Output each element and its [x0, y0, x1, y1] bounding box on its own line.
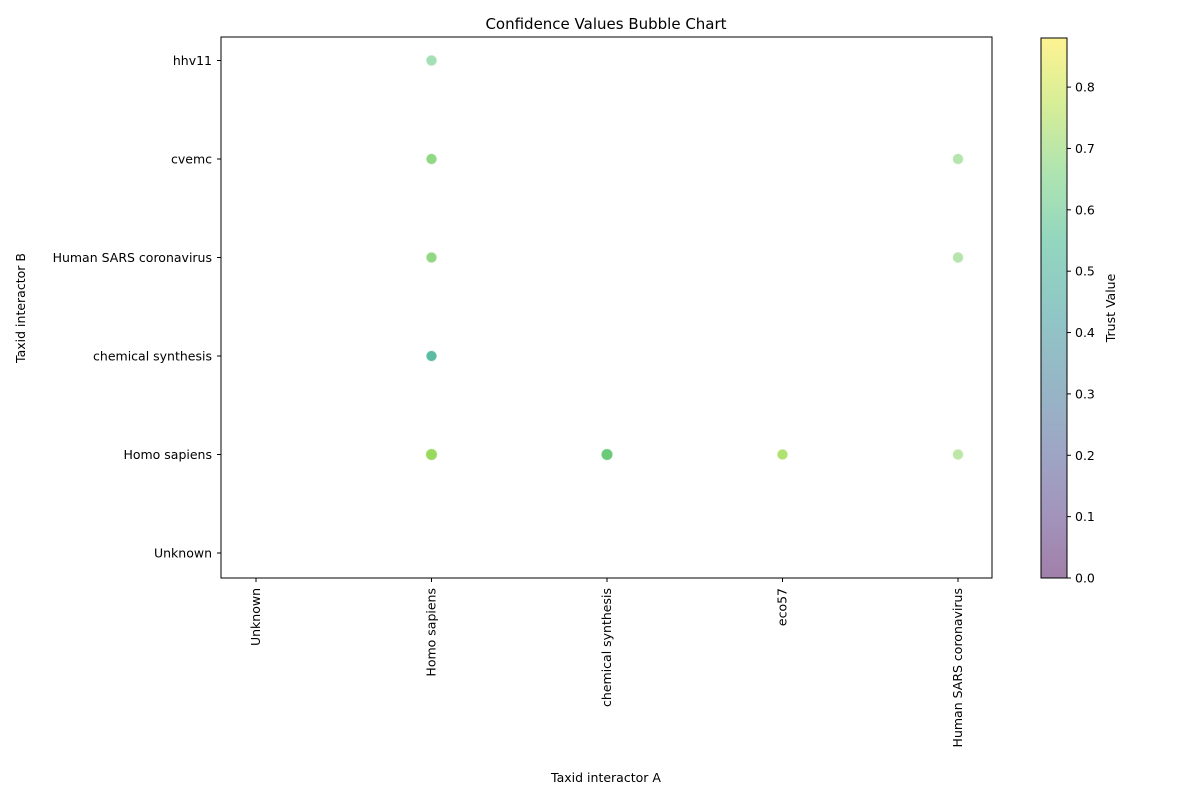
y-tick-label: cvemc: [171, 152, 212, 167]
colorbar: 0.0 0.1 0.2 0.3 0.4 0.5 0.6 0.7 0.8 Trust Value: [1040, 37, 1118, 586]
x-axis: Unknown Homo sapiens chemical synthesis eco…: [248, 578, 965, 747]
y-tick-label: Human SARS coronavirus: [53, 250, 212, 265]
colorbar-tick-label: 0.3: [1075, 386, 1095, 401]
y-tick-label: Homo sapiens: [123, 447, 212, 462]
data-point: [776, 448, 789, 461]
x-tick-label: Unknown: [248, 588, 263, 646]
x-tick-label: Human SARS coronavirus: [950, 588, 965, 747]
colorbar-tick-label: 0.7: [1075, 141, 1095, 156]
colorbar-tick-label: 0.1: [1075, 509, 1095, 524]
data-point: [425, 153, 438, 165]
colorbar-label: Trust Value: [1103, 273, 1118, 343]
y-axis: Unknown Homo sapiens chemical synthesis Hum…: [53, 53, 221, 561]
data-point: [952, 448, 964, 461]
data-points: [425, 54, 964, 461]
colorbar-tick-label: 0.2: [1075, 448, 1095, 463]
plot-area: [220, 36, 993, 579]
colorbar-gradient: [1040, 37, 1068, 579]
x-axis-label: Taxid interactor A: [550, 770, 661, 785]
x-tick-label: chemical synthesis: [599, 588, 614, 707]
data-point: [600, 448, 614, 461]
colorbar-tick-label: 0.4: [1075, 325, 1095, 340]
plot-frame: [220, 36, 993, 579]
data-point: [425, 448, 438, 461]
x-tick-label: Homo sapiens: [424, 588, 439, 677]
colorbar-tick-label: 0.8: [1075, 80, 1095, 95]
colorbar-ticks: 0.0 0.1 0.2 0.3 0.4 0.5 0.6 0.7 0.8: [1067, 80, 1095, 586]
colorbar-tick-label: 0.0: [1075, 571, 1095, 586]
y-tick-label: Unknown: [154, 546, 212, 561]
colorbar-tick-label: 0.6: [1075, 202, 1095, 217]
data-point: [425, 54, 438, 67]
y-axis-label: Taxid interactor B: [13, 253, 28, 364]
y-tick-label: hhv11: [173, 53, 212, 68]
colorbar-tick-label: 0.5: [1075, 264, 1095, 279]
data-point: [425, 251, 438, 264]
data-point: [952, 251, 964, 264]
y-tick-label: chemical synthesis: [93, 349, 212, 364]
x-tick-label: eco57: [775, 588, 790, 626]
chart-title: Confidence Values Bubble Chart: [485, 15, 726, 33]
data-point: [425, 350, 438, 362]
data-point: [952, 153, 964, 165]
